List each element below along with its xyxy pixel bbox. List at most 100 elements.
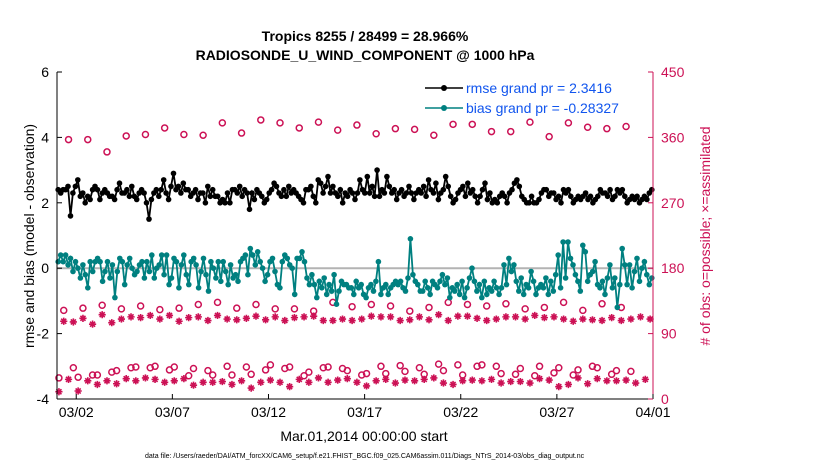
rmse-point [111, 196, 118, 203]
obs-assimilated-marker [319, 316, 327, 325]
chart-title: Tropics 8255 / 28499 = 28.966% [262, 28, 469, 44]
rmse-point [300, 200, 307, 206]
bias-point [60, 258, 66, 265]
bias-point [351, 291, 357, 298]
rmse-point [153, 186, 160, 193]
y-tick-label-left: 0 [41, 260, 49, 276]
obs-possible-marker [170, 363, 179, 371]
rmse-point [528, 193, 535, 200]
obs-possible-marker [59, 306, 68, 315]
rmse-point [509, 186, 515, 193]
rmse-point [209, 186, 216, 193]
bias-point [570, 262, 576, 268]
rmse-point [263, 196, 270, 203]
bias-point [259, 265, 266, 272]
bias-point [434, 285, 441, 291]
bias-point [321, 275, 328, 281]
obs-possible-marker [88, 371, 97, 379]
bias-point [336, 288, 342, 294]
obs-assimilated-marker [156, 315, 164, 323]
bias-point [124, 262, 130, 268]
obs-possible-marker [468, 120, 477, 129]
obs-assimilated-marker [247, 384, 255, 392]
y-tick-label-left: -2 [37, 326, 50, 342]
bias-point [437, 278, 443, 285]
bias-point [319, 285, 325, 291]
rmse-point [178, 190, 184, 196]
obs-assimilated-marker [420, 375, 428, 383]
rmse-point [160, 177, 167, 183]
rmse-point [479, 186, 486, 193]
obs-possible-marker [357, 371, 366, 379]
bias-point [493, 285, 500, 291]
rmse-point [244, 190, 250, 196]
bias-point [562, 275, 569, 281]
obs-possible-marker [281, 364, 289, 373]
bias-point [612, 275, 618, 281]
obs-assimilated-marker [353, 378, 361, 386]
bias-point [75, 265, 81, 272]
obs-assimilated-marker [449, 380, 457, 389]
obs-possible-marker [79, 304, 87, 312]
bias-point [488, 288, 495, 294]
obs-possible-marker [228, 371, 236, 379]
rmse-point [222, 200, 228, 206]
rmse-point [158, 186, 164, 193]
obs-possible-marker [108, 368, 116, 376]
bias-point [442, 281, 448, 288]
obs-possible-marker [574, 366, 582, 374]
rmse-point [555, 193, 562, 200]
obs-assimilated-marker [487, 375, 496, 383]
obs-possible-marker [199, 131, 207, 139]
bias-point [67, 255, 74, 262]
bias-point [634, 255, 640, 262]
bias-point [427, 291, 433, 298]
bias-point [257, 258, 264, 265]
obs-assimilated-marker [632, 379, 640, 387]
rmse-point [460, 183, 466, 190]
obs-assimilated-marker [127, 313, 135, 321]
bias-point [198, 268, 204, 275]
bias-point [572, 271, 579, 278]
bias-point [97, 258, 103, 265]
obs-assimilated-marker [117, 315, 126, 323]
obs-assimilated-marker [425, 316, 433, 324]
bias-point [77, 275, 84, 281]
bias-point [57, 252, 64, 258]
rmse-point [200, 190, 206, 196]
obs-possible-marker [410, 125, 419, 134]
bias-point [134, 268, 140, 275]
bias-point [491, 278, 497, 285]
obs-possible-marker [295, 124, 303, 132]
obs-possible-marker [627, 367, 635, 376]
bias-point [227, 262, 234, 268]
bias-point [183, 271, 190, 278]
rmse-point [371, 193, 378, 200]
bias-point [609, 285, 616, 291]
bias-point [439, 271, 446, 278]
rmse-point [595, 193, 601, 200]
obs-assimilated-marker [473, 314, 481, 322]
bias-point [644, 271, 650, 278]
bias-point [629, 285, 635, 291]
obs-possible-marker [401, 367, 409, 376]
bias-point [163, 252, 170, 258]
bias-point [646, 281, 653, 288]
rmse-point [259, 193, 265, 200]
rmse-point [281, 186, 287, 193]
obs-possible-marker [122, 132, 130, 140]
rmse-point [80, 190, 86, 196]
bias-point [424, 285, 431, 291]
rmse-point [227, 200, 233, 206]
obs-assimilated-marker [151, 375, 159, 383]
rmse-point [65, 183, 71, 190]
obs-possible-marker [141, 130, 150, 139]
rmse-point [168, 183, 174, 190]
bias-point [415, 281, 421, 288]
bias-point [550, 288, 557, 294]
rmse-point [207, 193, 214, 200]
bias-point [621, 262, 628, 268]
obs-assimilated-marker [314, 374, 323, 382]
bias-point [314, 294, 320, 301]
rmse-point [236, 183, 243, 190]
